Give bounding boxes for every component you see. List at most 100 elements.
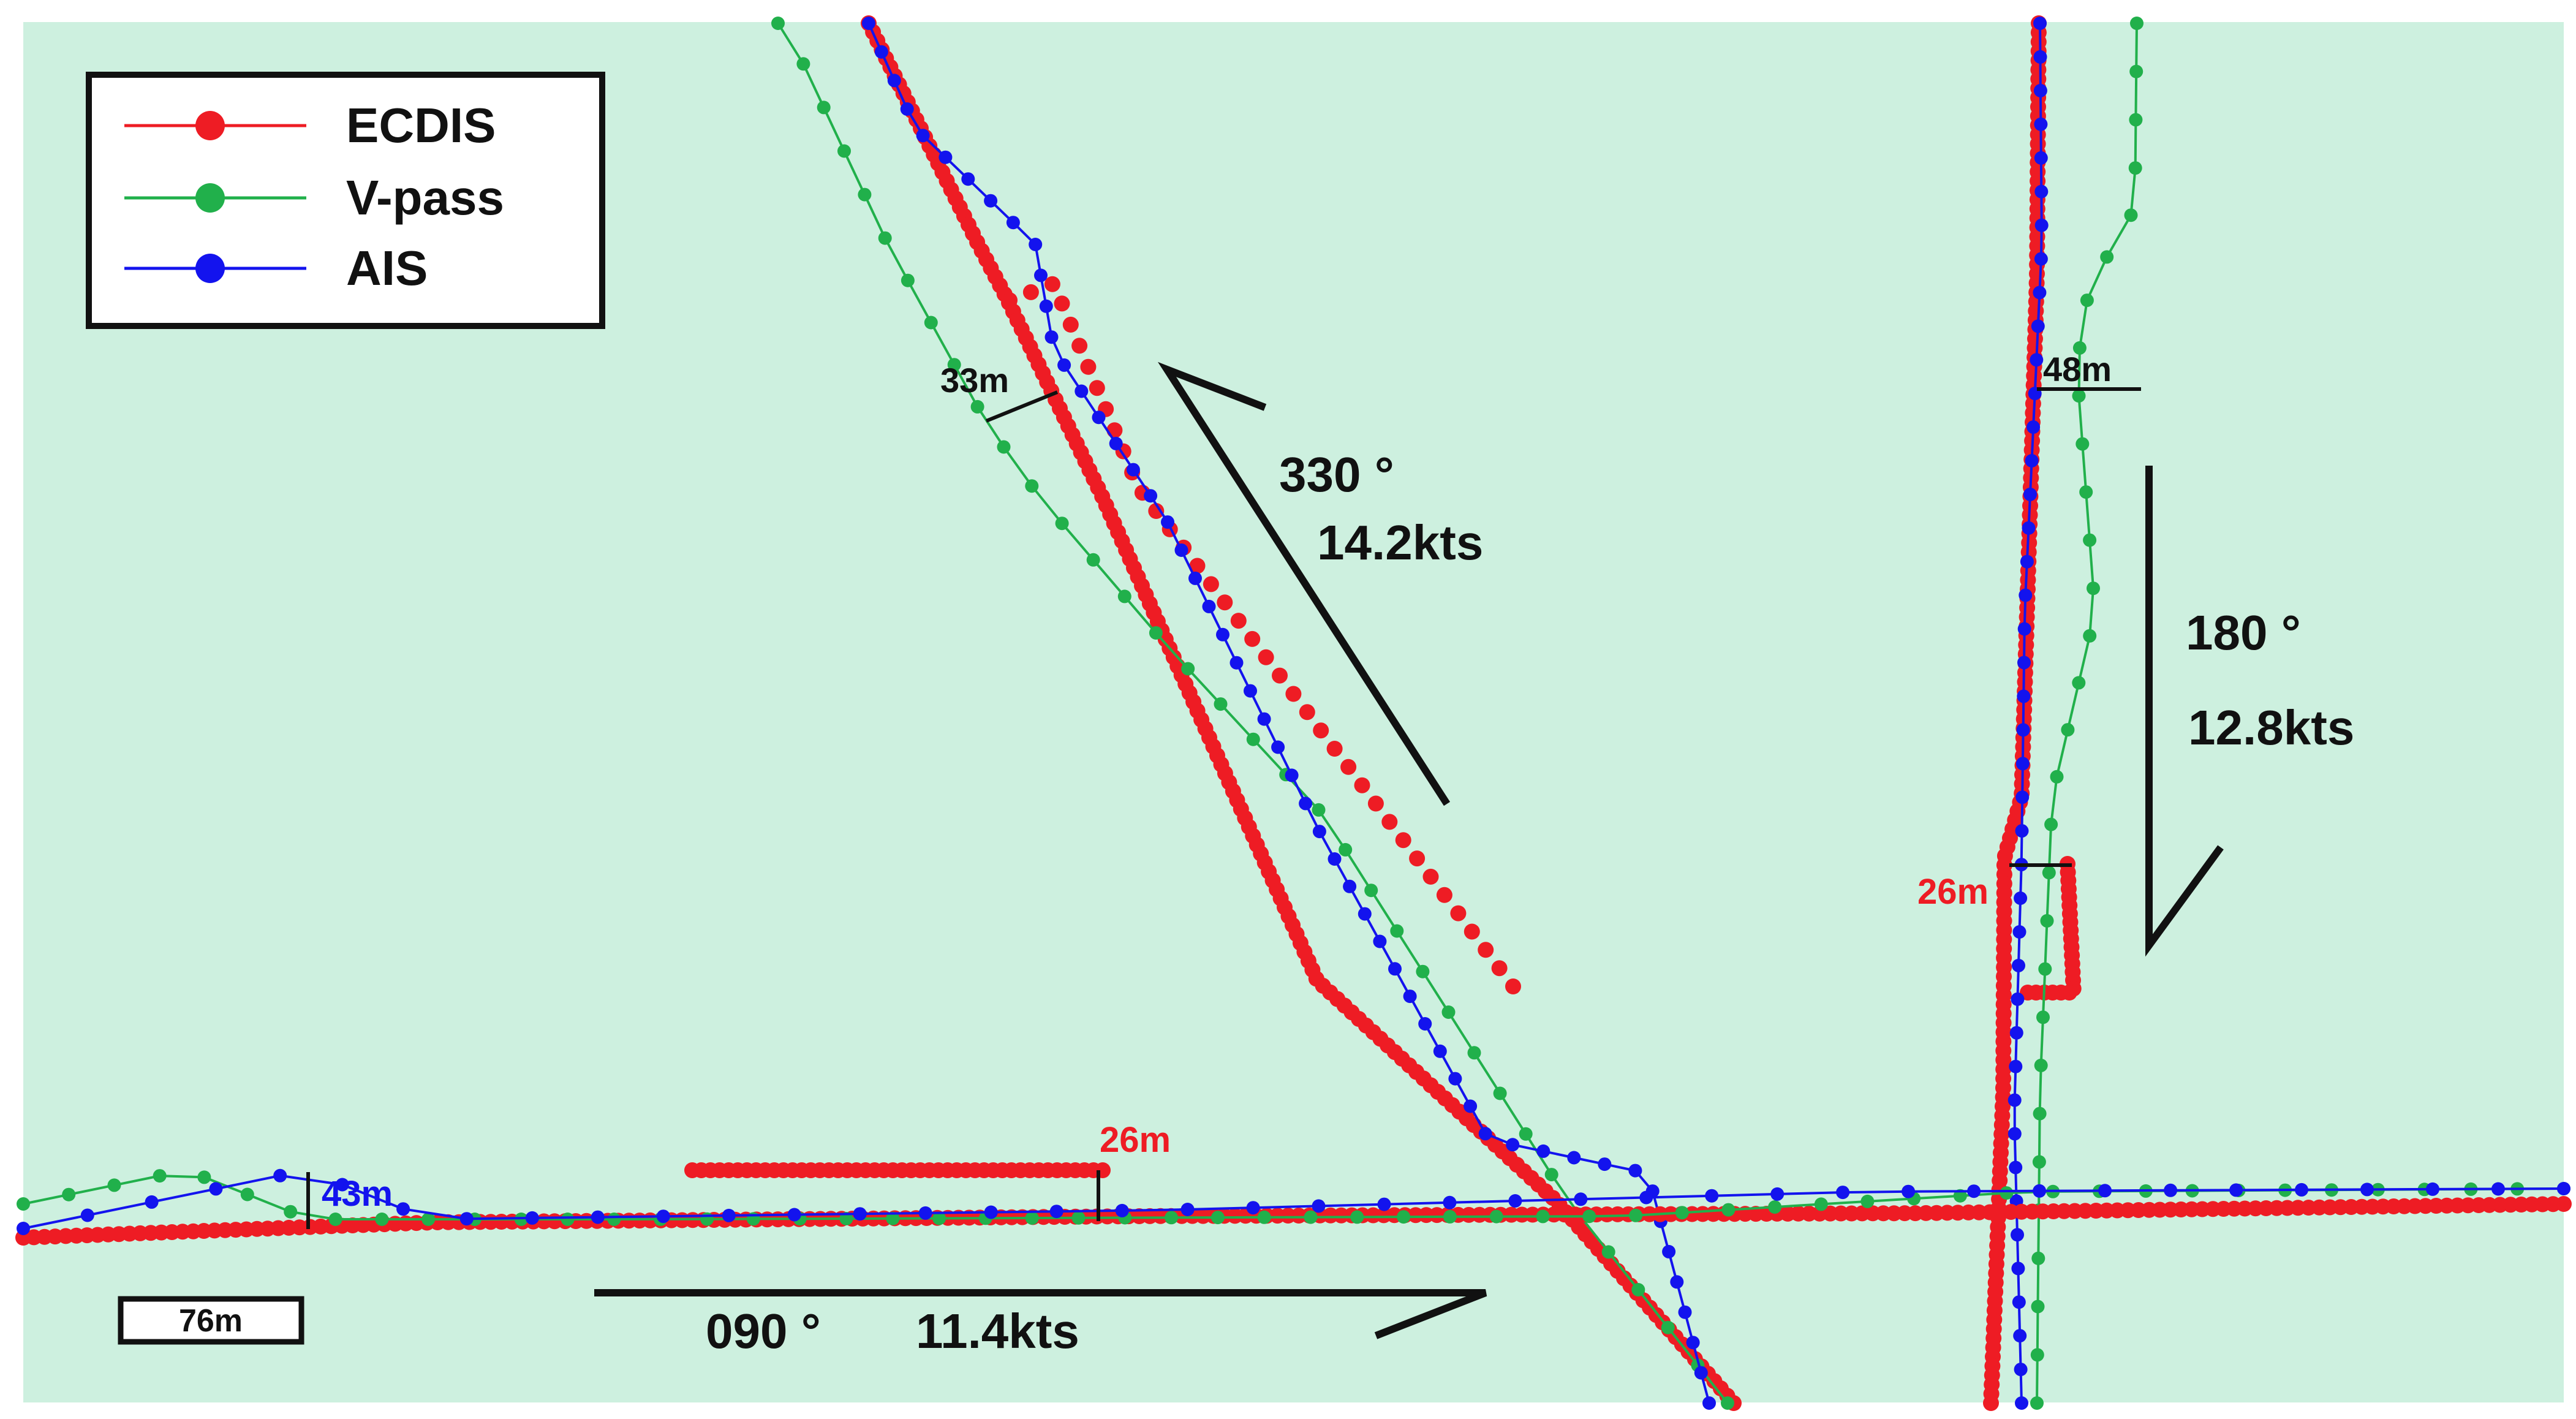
ais-track-s-point [2025, 454, 2039, 467]
ecdis-track-nw-offset-point [1354, 777, 1370, 793]
vpass-track-nw-point [1519, 1127, 1533, 1141]
ais-track-nw-point [961, 172, 975, 186]
ais-track-s-point [2008, 1093, 2022, 1107]
vpass-track-nw-point [1390, 924, 1404, 938]
vpass-track-e-point [1397, 1210, 1411, 1224]
ais-track-nw-point [1075, 384, 1089, 398]
vpass-track-e-point [607, 1213, 621, 1226]
vpass-track-s-point [2083, 629, 2097, 643]
vpass-track-nw-point [1339, 842, 1353, 857]
ais-track-e-point [1508, 1194, 1522, 1208]
ais-track-s-point [2014, 1363, 2028, 1377]
vpass-track-nw-point [837, 144, 851, 158]
vpass-track-e-point [62, 1187, 76, 1201]
ais-track-e-point [2557, 1182, 2570, 1195]
ais-track-s-point [2034, 117, 2048, 131]
vpass-track-e-point [421, 1213, 436, 1226]
vpass-track-e-point [284, 1205, 298, 1219]
ecdis-track-nw-offset-point [1217, 594, 1233, 611]
vpass-track-s-point [2072, 676, 2086, 690]
ais-track-e-point [787, 1208, 801, 1222]
ecdis-track-nw-offset-point [1436, 887, 1452, 903]
deviation-label-south-top: 48m [2043, 350, 2112, 388]
ais-track-e-point [1443, 1195, 1457, 1209]
ais-track-s-point [2015, 824, 2029, 838]
ais-track-e-point [209, 1182, 223, 1196]
ais-track-e-point [273, 1168, 287, 1182]
deviation-label-east-red: 26m [1100, 1120, 1171, 1160]
vpass-track-nw-point [1631, 1283, 1645, 1296]
vpass-track-nw-point [1312, 803, 1326, 817]
ais-track-e-point [918, 1206, 932, 1220]
ais-track-nw-point [1039, 299, 1053, 313]
vpass-track-nw-point [796, 57, 810, 71]
ais-track-s-point [2022, 521, 2036, 535]
ais-track-s-point [2034, 252, 2048, 266]
vpass-track-e-point [1860, 1194, 1875, 1208]
vpass-track-e-point [561, 1213, 575, 1226]
ais-track-s-point [2034, 184, 2049, 199]
vpass-track-e-point [17, 1197, 30, 1211]
vpass-track-s-point [2072, 389, 2086, 403]
ais-track-nw-point [984, 194, 998, 208]
ais-track-nw-point [1285, 768, 1299, 782]
vpass-track-s-point [2030, 1348, 2044, 1362]
ais-track-e-point [1574, 1192, 1588, 1206]
ais-track-nw-point [1216, 627, 1229, 641]
vpass-track-nw-point [1467, 1046, 1481, 1060]
vpass-track-nw-point [970, 399, 984, 414]
ecdis-track-nw-offset-point [1054, 295, 1070, 312]
ais-track-s-point [2023, 487, 2037, 501]
vpass-track-e-point [240, 1187, 254, 1201]
vpass-track-nw-point [1214, 697, 1228, 711]
ecdis-track-nw-offset-point [1491, 960, 1508, 977]
ais-track-nw-point [1702, 1396, 1716, 1410]
ecdis-track-nw-offset-point [1367, 795, 1384, 812]
ais-track-e-point [656, 1209, 670, 1224]
ais-track-e-point [2033, 1184, 2047, 1198]
vpass-track-nw-point [858, 187, 872, 202]
ais-track-e-point [984, 1205, 998, 1219]
ecdis-track-nw-offset-point [1299, 704, 1315, 721]
ecdis-track-nw-offset-point [1340, 759, 1357, 775]
vpass-track-nw-point [1055, 517, 1069, 531]
vpass-track-s-point [2042, 866, 2056, 880]
ais-track-nw-point [1044, 330, 1059, 344]
ecdis-track-nw-offset-point [1071, 338, 1088, 354]
ais-track-e-point [1967, 1184, 1981, 1198]
ecdis-track-nw-offset-point [1189, 558, 1206, 574]
ais-track-s-point [2014, 891, 2028, 905]
ais-track-nw-point [1506, 1138, 1520, 1152]
vpass-track-e-point [1350, 1210, 1364, 1224]
ais-track-nw-point [1244, 684, 1257, 698]
vpass-track-s-point [2080, 293, 2094, 308]
ecdis-track-nw-offset-point [1285, 686, 1302, 702]
ais-track-e-point [2164, 1183, 2178, 1197]
ais-track-nw-point [1126, 463, 1140, 477]
ais-track-s-point [2033, 50, 2047, 64]
ais-track-s-point [2033, 17, 2047, 30]
ecdis-track-nw-offset-point [1326, 741, 1343, 757]
vpass-track-nw-point [1544, 1168, 1558, 1182]
ais-track-e-point [1312, 1199, 1326, 1213]
ecdis-track-nw-offset-point [1409, 850, 1426, 867]
ais-track-e-point [17, 1222, 30, 1235]
ais-track-s-point [2019, 588, 2033, 602]
vpass-track-e-point [197, 1170, 211, 1184]
ais-track-nw-point [1536, 1144, 1551, 1158]
ais-track-e-point [2098, 1184, 2112, 1198]
vpass-track-s [2030, 17, 2144, 1410]
ais-track-nw-point [1257, 712, 1271, 726]
vpass-track-nw-point [1149, 626, 1163, 640]
ais-track-e-point [1180, 1203, 1195, 1216]
vpass-track-e-point [153, 1169, 167, 1183]
ais-track-s-point [2015, 790, 2030, 804]
vpass-track-s-point [2072, 341, 2087, 355]
deviation-label-south-mid: 26m [1917, 872, 1989, 912]
ecdis-track-nw-offset-point [1203, 576, 1219, 592]
ais-track-s-point [2016, 723, 2030, 737]
vpass-track-e-point [1629, 1208, 1643, 1222]
ais-track-s-point [2034, 218, 2049, 232]
ecdis-track-nw-offset-point [1272, 667, 1288, 684]
